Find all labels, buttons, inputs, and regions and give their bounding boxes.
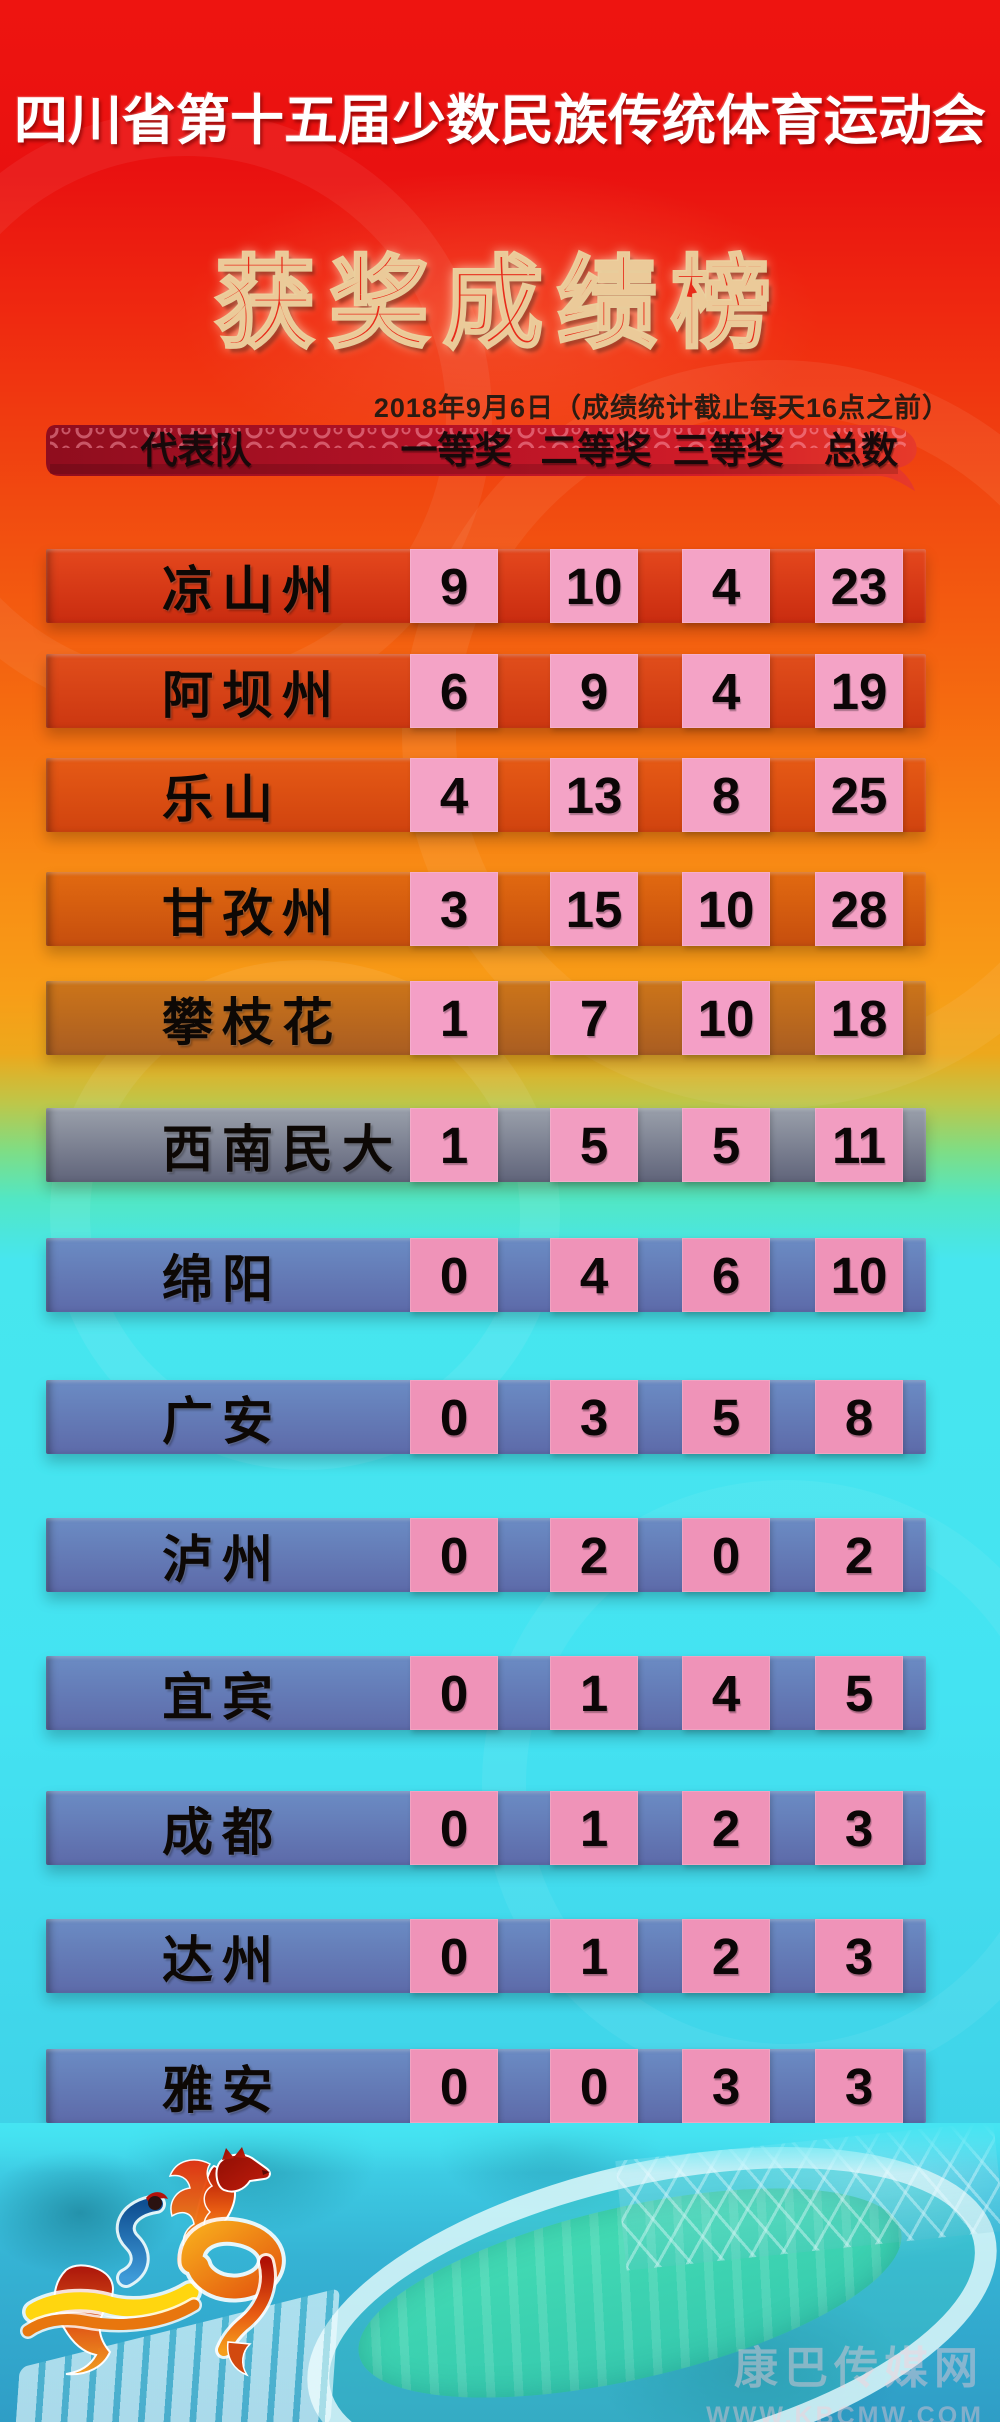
team-name: 阿坝州: [162, 667, 343, 724]
table-row: 宜宾 0 1 4 5: [46, 1656, 926, 1730]
cell-second-prize: 3: [550, 1380, 638, 1454]
cell-third-prize: 10: [682, 872, 770, 946]
column-header-total: 总数: [824, 430, 898, 471]
cell-first-prize: 9: [410, 549, 498, 623]
photo-top-fade: [0, 2123, 1000, 2173]
cell-first-prize: 1: [410, 981, 498, 1055]
cell-total: 18: [815, 981, 903, 1055]
cell-total: 28: [815, 872, 903, 946]
team-name: 成都: [162, 1804, 283, 1861]
column-header-first-prize: 一等奖: [400, 430, 512, 471]
cell-third-prize: 2: [682, 1791, 770, 1865]
team-name: 攀枝花: [162, 994, 343, 1051]
watermark-url: WWW.KBCMW.COM: [706, 2402, 984, 2422]
cell-third-prize: 10: [682, 981, 770, 1055]
table-row: 达州 0 1 2 3: [46, 1919, 926, 1993]
table-row: 泸州 0 2 0 2: [46, 1518, 926, 1592]
cell-first-prize: 0: [410, 1380, 498, 1454]
event-title: 四川省第十五届少数民族传统体育运动会: [14, 91, 986, 151]
team-name: 泸州: [162, 1531, 283, 1588]
cell-second-prize: 1: [550, 1791, 638, 1865]
team-name: 达州: [162, 1932, 283, 1989]
date-note: 2018年9月6日（成绩统计截止每天16点之前）: [373, 393, 950, 423]
cell-first-prize: 0: [410, 1656, 498, 1730]
table-row: 绵阳 0 4 6 10: [46, 1238, 926, 1312]
background-glow: [180, 170, 820, 470]
team-name: 凉山州: [162, 562, 343, 619]
table-row: 雅安 0 0 3 3: [46, 2049, 926, 2123]
cell-second-prize: 0: [550, 2049, 638, 2123]
cell-total: 3: [815, 2049, 903, 2123]
cell-total: 8: [815, 1380, 903, 1454]
cell-second-prize: 7: [550, 981, 638, 1055]
team-name: 绵阳: [162, 1251, 283, 1308]
cell-second-prize: 10: [550, 549, 638, 623]
column-header-second-prize: 二等奖: [540, 430, 652, 471]
flame-horse-mascot-icon: [20, 2147, 286, 2377]
cell-first-prize: 0: [410, 1238, 498, 1312]
cell-third-prize: 5: [682, 1108, 770, 1182]
stadium-aerial-photo: [0, 2123, 1000, 2422]
cell-first-prize: 3: [410, 872, 498, 946]
table-header-bar: 代表队 一等奖 二等奖 三等奖 总数: [40, 420, 955, 494]
cell-total: 23: [815, 549, 903, 623]
cell-second-prize: 15: [550, 872, 638, 946]
team-name: 甘孜州: [162, 885, 343, 942]
table-row: 乐山 4 13 8 25: [46, 758, 926, 832]
cell-total: 10: [815, 1238, 903, 1312]
watermark: 康巴传媒网 WWW.KBCMW.COM: [706, 2332, 984, 2422]
cell-third-prize: 5: [682, 1380, 770, 1454]
column-header-third-prize: 三等奖: [672, 430, 784, 471]
cell-total: 5: [815, 1656, 903, 1730]
table-row: 广安 0 3 5 8: [46, 1380, 926, 1454]
cell-first-prize: 1: [410, 1108, 498, 1182]
cell-first-prize: 6: [410, 654, 498, 728]
cell-first-prize: 4: [410, 758, 498, 832]
cell-third-prize: 8: [682, 758, 770, 832]
cell-second-prize: 1: [550, 1919, 638, 1993]
cell-third-prize: 4: [682, 654, 770, 728]
cell-second-prize: 4: [550, 1238, 638, 1312]
cell-first-prize: 0: [410, 1518, 498, 1592]
table-row: 甘孜州 3 15 10 28: [46, 872, 926, 946]
cell-total: 2: [815, 1518, 903, 1592]
cell-total: 25: [815, 758, 903, 832]
cell-total: 3: [815, 1791, 903, 1865]
cell-first-prize: 0: [410, 2049, 498, 2123]
team-name: 西南民大: [162, 1121, 403, 1178]
table-row: 阿坝州 6 9 4 19: [46, 654, 926, 728]
cell-second-prize: 13: [550, 758, 638, 832]
table-row: 凉山州 9 10 4 23: [46, 549, 926, 623]
cell-third-prize: 0: [682, 1518, 770, 1592]
cell-first-prize: 0: [410, 1791, 498, 1865]
cell-third-prize: 6: [682, 1238, 770, 1312]
cell-first-prize: 0: [410, 1919, 498, 1993]
results-board-title: 获奖成绩榜: [214, 247, 785, 362]
table-row: 成都 0 1 2 3: [46, 1791, 926, 1865]
table-row: 攀枝花 1 7 10 18: [46, 981, 926, 1055]
team-name: 宜宾: [162, 1669, 283, 1726]
team-name: 广安: [162, 1393, 283, 1450]
cell-third-prize: 4: [682, 1656, 770, 1730]
cell-third-prize: 2: [682, 1919, 770, 1993]
team-name: 乐山: [162, 771, 283, 828]
cell-total: 19: [815, 654, 903, 728]
cell-total: 3: [815, 1919, 903, 1993]
watermark-name: 康巴传媒网: [734, 2344, 984, 2393]
cell-third-prize: 4: [682, 549, 770, 623]
cell-second-prize: 2: [550, 1518, 638, 1592]
column-header-team: 代表队: [140, 430, 252, 471]
table-row: 西南民大 1 5 5 11: [46, 1108, 926, 1182]
cell-total: 11: [815, 1108, 903, 1182]
team-name: 雅安: [162, 2062, 283, 2119]
cell-third-prize: 3: [682, 2049, 770, 2123]
cell-second-prize: 9: [550, 654, 638, 728]
cell-second-prize: 1: [550, 1656, 638, 1730]
header-ribbon-shape: [46, 425, 917, 491]
cell-second-prize: 5: [550, 1108, 638, 1182]
